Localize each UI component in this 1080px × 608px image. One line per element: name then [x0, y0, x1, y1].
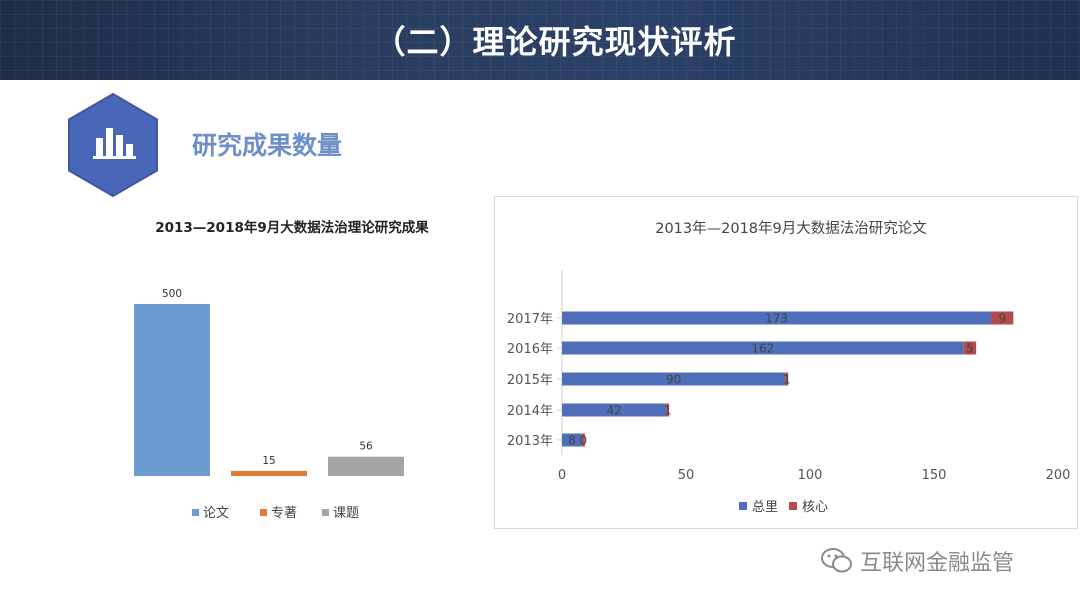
data-label: 500 [162, 288, 182, 300]
legend-swatch [739, 502, 747, 510]
bar-总里-2017年 [562, 311, 992, 325]
x-tick-label: 0 [558, 468, 566, 483]
y-tick-label: 2017年 [507, 312, 553, 327]
chart-title: 2013年—2018年9月大数据法治研究论文 [655, 220, 927, 237]
title-banner [0, 0, 1080, 80]
x-tick-label: 100 [798, 468, 823, 483]
data-label: 162 [751, 342, 774, 356]
data-label: 15 [262, 455, 275, 467]
bar-总里-2016年 [562, 341, 964, 355]
x-tick-label: 50 [678, 468, 695, 483]
legend-label: 专著 [271, 506, 297, 521]
y-tick-label: 2014年 [507, 404, 553, 419]
y-tick-label: 2016年 [507, 342, 553, 357]
papers-chart-panel: 2013年—2018年9月大数据法治研究论文 2013年 8 0 2014年 42 1 20… [494, 196, 1078, 529]
bar-总里-2013年 [562, 433, 582, 447]
data-label: 42 [606, 404, 621, 418]
bar-课题 [328, 456, 404, 476]
bar-chart-icon [68, 92, 158, 198]
bar-核心-2016年 [963, 341, 977, 355]
x-tick-label: 150 [922, 468, 947, 483]
page-title: （二）理论研究现状评析 [373, 23, 737, 61]
legend-swatch [322, 509, 329, 516]
y-tick-label: 2015年 [507, 373, 553, 388]
legend-swatch [192, 509, 199, 516]
wechat-icon [821, 548, 852, 573]
y-tick-label: 2013年 [507, 434, 553, 449]
data-label: 90 [666, 373, 681, 387]
legend-label: 总里 [752, 500, 778, 515]
legend-swatch [260, 509, 267, 516]
data-label: 1 [664, 404, 672, 418]
chart-title: 2013—2018年9月大数据法治理论研究成果 [155, 219, 429, 236]
data-label: 173 [765, 312, 788, 326]
data-label: 8 [568, 434, 576, 448]
legend-swatch [789, 502, 797, 510]
bar-论文 [134, 304, 210, 476]
bar-专著 [231, 470, 307, 476]
watermark: 互联网金融监管 [820, 545, 1014, 577]
data-label: 1 [783, 373, 791, 387]
bar-核心-2013年 [581, 433, 585, 447]
bar-核心-2017年 [991, 311, 1014, 325]
data-label: 9 [998, 312, 1006, 326]
legend-label: 课题 [333, 506, 359, 521]
bar-核心-2014年 [666, 403, 670, 417]
section-heading: 研究成果数量 [192, 131, 343, 160]
research-output-bar-chart: 2013—2018年9月大数据法治理论研究成果 500 15 56 论文 专著 课题 [134, 219, 429, 521]
watermark-text: 互联网金融监管 [860, 551, 1015, 576]
x-tick-label: 200 [1046, 468, 1071, 483]
bar-总里-2014年 [562, 403, 667, 417]
legend-label: 论文 [203, 506, 229, 521]
bar-总里-2015年 [562, 372, 786, 386]
legend-label: 核心 [802, 500, 828, 515]
data-label: 0 [580, 434, 588, 448]
data-label: 5 [966, 342, 974, 356]
data-label: 56 [359, 441, 373, 453]
bar-核心-2015年 [785, 372, 789, 386]
